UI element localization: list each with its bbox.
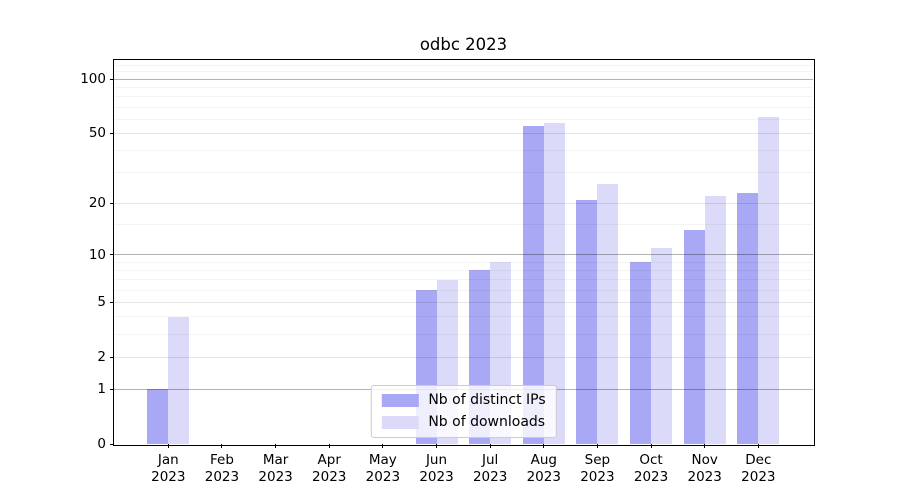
- y-tick-label-100: 100: [80, 71, 106, 88]
- legend: Nb of distinct IPs Nb of downloads: [370, 385, 557, 438]
- x-tick-mark-jul: [489, 444, 491, 448]
- bar-downloads-dec: [758, 116, 780, 444]
- y-tick-mark-50: [110, 132, 114, 134]
- y-tick-mark-1: [110, 388, 114, 390]
- gridline-minor-9: [114, 261, 813, 263]
- x-tick-label-may: May 2023: [365, 452, 401, 485]
- gridline-minor-6: [114, 289, 813, 291]
- x-tick-mark-nov: [704, 444, 706, 448]
- bars-layer: [114, 60, 813, 444]
- y-tick-mark-5: [110, 301, 114, 303]
- gridline-minor-15: [114, 224, 813, 226]
- x-tick-label-jun: Jun 2023: [419, 452, 454, 485]
- gridline-minor-90: [114, 87, 813, 89]
- x-tick-mark-feb: [221, 444, 223, 448]
- x-tick-mark-sep: [596, 444, 598, 448]
- y-tick-label-1: 1: [97, 381, 106, 398]
- x-tick-label-nov: Nov 2023: [687, 452, 722, 485]
- y-tick-mark-10: [110, 254, 114, 256]
- x-tick-mark-apr: [328, 444, 330, 448]
- legend-layer: Nb of distinct IPs Nb of downloads: [114, 60, 813, 444]
- gridline-minor-110: [114, 71, 813, 73]
- bar-distinct-ips-oct: [630, 262, 652, 444]
- x-tick-label-oct: Oct 2023: [633, 452, 669, 485]
- legend-row-distinct-ips: Nb of distinct IPs: [381, 392, 546, 409]
- gridline-5: [114, 301, 813, 303]
- legend-row-downloads: Nb of downloads: [381, 414, 545, 431]
- bar-distinct-ips-dec: [737, 192, 759, 444]
- x-tick-label-jul: Jul 2023: [472, 452, 508, 485]
- y-tick-mark-0: [110, 443, 114, 445]
- y-tick-label-20: 20: [88, 195, 106, 212]
- gridline-minor-7: [114, 279, 813, 281]
- bar-downloads-jan: [168, 316, 190, 444]
- x-tick-mark-oct: [650, 444, 652, 448]
- gridline-minor-70: [114, 106, 813, 108]
- gridline-minor-40: [114, 150, 813, 152]
- y-tick-label-2: 2: [97, 349, 106, 366]
- legend-label-distinct-ips: Nb of distinct IPs: [428, 392, 546, 408]
- x-tick-mark-dec: [757, 444, 759, 448]
- x-tick-mark-jan: [167, 444, 169, 448]
- x-tick-mark-may: [382, 444, 384, 448]
- x-tick-label-apr: Apr 2023: [312, 452, 347, 485]
- gridline-minor-8: [114, 269, 813, 271]
- gridline-minor-120: [114, 64, 813, 66]
- x-tick-label-aug: Aug 2023: [526, 452, 561, 485]
- legend-label-downloads: Nb of downloads: [428, 414, 546, 430]
- bar-downloads-aug: [543, 123, 565, 444]
- x-tick-label-dec: Dec 2023: [741, 452, 776, 485]
- x-tick-label-jan: Jan 2023: [151, 452, 186, 485]
- x-tick-label-sep: Sep 2023: [580, 452, 615, 485]
- chart-title: odbc 2023: [419, 35, 508, 54]
- gridline-2: [114, 356, 813, 358]
- x-tick-mark-aug: [543, 444, 545, 448]
- bar-distinct-ips-sep: [576, 199, 598, 444]
- gridline-20: [114, 202, 813, 204]
- y-tick-mark-20: [110, 202, 114, 204]
- y-tick-label-10: 10: [88, 246, 106, 263]
- gridline-100: [114, 78, 813, 80]
- gridline-10: [114, 254, 813, 256]
- gridline-minor-30: [114, 172, 813, 174]
- y-tick-mark-100: [110, 78, 114, 80]
- y-tick-label-50: 50: [88, 125, 106, 142]
- legend-swatch-downloads: [381, 416, 419, 429]
- bar-distinct-ips-nov: [683, 230, 705, 444]
- gridline-minor-80: [114, 96, 813, 98]
- y-tick-label-0: 0: [97, 436, 106, 452]
- legend-swatch-distinct-ips: [381, 394, 419, 407]
- y-tick-label-5: 5: [97, 294, 106, 311]
- bar-downloads-oct: [651, 247, 673, 444]
- gridline-minor-3: [114, 333, 813, 335]
- bar-downloads-nov: [704, 196, 726, 444]
- gridline-minor-4: [114, 316, 813, 318]
- x-tick-mark-jun: [436, 444, 437, 448]
- plot-area: Nb of distinct IPs Nb of downloads: [113, 59, 815, 446]
- gridline-minor-60: [114, 118, 813, 120]
- x-tick-label-mar: Mar 2023: [258, 452, 293, 485]
- y-tick-mark-2: [110, 356, 114, 358]
- bar-distinct-ips-aug: [522, 125, 544, 444]
- gridline-50: [114, 132, 813, 134]
- x-tick-mark-mar: [275, 444, 277, 448]
- bar-distinct-ips-jan: [147, 389, 169, 444]
- x-tick-label-feb: Feb 2023: [204, 452, 240, 485]
- bar-downloads-sep: [597, 183, 619, 444]
